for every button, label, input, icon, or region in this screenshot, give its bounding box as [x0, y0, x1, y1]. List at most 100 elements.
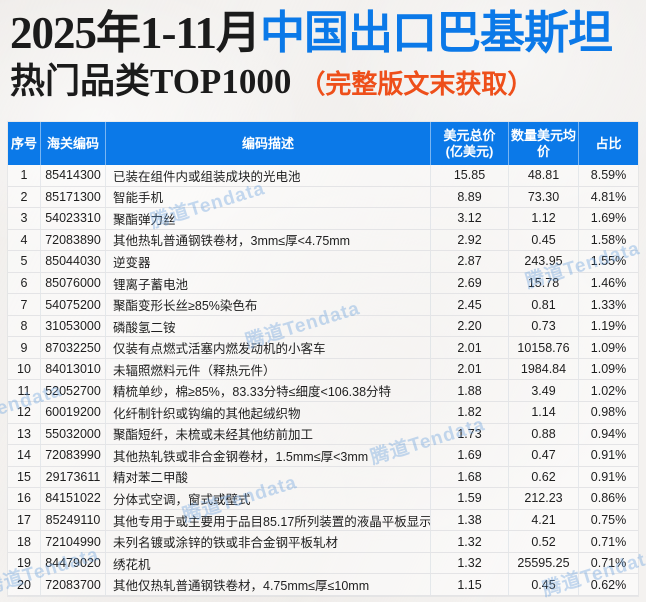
cell-hs-code: 72104990: [40, 531, 105, 552]
table-header-row: 序号 海关编码 编码描述 美元总价 (亿美元) 数量美元均价 占比: [8, 122, 638, 165]
cell-share: 1.46%: [578, 272, 638, 294]
header-share-label: 占比: [595, 135, 622, 151]
header-total-usd: 美元总价 (亿美元): [430, 122, 508, 165]
cell-total-usd: 1.38: [430, 509, 508, 531]
cell-avg-price: 1984.84: [508, 358, 578, 380]
cell-hs-code: 85414300: [40, 165, 105, 186]
table-row: 1 85414300 已装在组件内或组装成块的光电池 15.85 48.81 8.59%: [8, 165, 638, 187]
table-row: 13 55032000 聚酯短纤，未梳或未经其他纺前加工 1.73 0.88 0.94%: [8, 423, 638, 446]
cell-index: 1: [20, 168, 28, 183]
header-description-label: 编码描述: [241, 135, 294, 151]
cell-avg-price: 15.78: [508, 272, 578, 294]
cell-description: 其他仅热轧普通钢铁卷材，4.75mm≤厚≤10mm: [105, 574, 430, 595]
title-line1-blue: 中国出口巴基斯坦: [260, 8, 613, 58]
cell-description: 未列名镀或涂锌的铁或非合金钢平板轧材: [105, 531, 430, 552]
cell-hs-code: 29173611: [40, 466, 105, 488]
cell-total-usd: 1.82: [430, 402, 508, 423]
cell-total-usd: 1.73: [430, 423, 508, 445]
cell-hs-code: 60019200: [40, 402, 105, 423]
table-row: 3 54023310 聚酯弹力丝 3.12 1.12 1.69%: [8, 208, 638, 230]
cell-total-usd: 15.85: [430, 165, 508, 186]
cell-description: 锂离子蓄电池: [105, 272, 430, 294]
cell-description: 化纤制针织或钩编的其他起绒织物: [105, 402, 430, 423]
cell-total-usd: 1.15: [430, 574, 508, 595]
table-row: 5 85044030 逆变器 2.87 243.95 1.55%: [8, 251, 638, 273]
table-row: 10 84013010 未辐照燃料元件（释热元件） 2.01 1984.84 1.09%: [8, 358, 638, 381]
cell-share: 0.62%: [578, 574, 638, 595]
cell-description: 聚酯弹力丝: [105, 208, 430, 229]
cell-description: 未辐照燃料元件（释热元件）: [105, 358, 430, 380]
cell-hs-code: 54075200: [40, 294, 105, 315]
cell-index: 9: [20, 340, 28, 355]
cell-avg-price: 4.21: [508, 509, 578, 531]
cell-total-usd: 1.32: [430, 552, 508, 574]
cell-share: 0.98%: [578, 402, 638, 423]
cell-index: 18: [17, 534, 31, 549]
cell-share: 0.71%: [578, 531, 638, 552]
cell-share: 1.09%: [578, 358, 638, 380]
table-row: 12 60019200 化纤制针织或钩编的其他起绒织物 1.82 1.14 0.98%: [8, 402, 638, 424]
cell-description: 智能手机: [105, 186, 430, 208]
cell-avg-price: 0.47: [508, 445, 578, 466]
cell-description: 绣花机: [105, 552, 430, 574]
cell-hs-code: 31053000: [40, 315, 105, 337]
cell-share: 4.81%: [578, 186, 638, 208]
cell-description: 精对苯二甲酸: [105, 466, 430, 488]
table-row: 19 84479020 绣花机 1.32 25595.25 0.71%: [8, 552, 638, 575]
cell-index: 16: [17, 491, 31, 506]
cell-share: 0.94%: [578, 423, 638, 445]
cell-avg-price: 0.73: [508, 315, 578, 337]
cell-total-usd: 2.01: [430, 337, 508, 358]
cell-index: 17: [17, 513, 31, 528]
cell-avg-price: 1.14: [508, 402, 578, 423]
cell-avg-price: 0.52: [508, 531, 578, 552]
cell-description: 其他热轧普通钢铁卷材，3mm≤厚<4.75mm: [105, 229, 430, 251]
cell-share: 1.33%: [578, 294, 638, 315]
header-index: 序号: [8, 122, 40, 165]
cell-index: 3: [20, 211, 28, 226]
header-total-usd-line2: (亿美元): [445, 143, 494, 159]
title-line1-black: 2025年1-11月: [10, 8, 261, 58]
cell-index: 11: [17, 383, 31, 398]
header-avg-price: 数量美元均价: [508, 122, 578, 165]
table-row: 4 72083890 其他热轧普通钢铁卷材，3mm≤厚<4.75mm 2.92 0.45…: [8, 229, 638, 252]
cell-share: 1.09%: [578, 337, 638, 358]
table-row: 15 29173611 精对苯二甲酸 1.68 0.62 0.91%: [8, 466, 638, 489]
cell-hs-code: 84479020: [40, 552, 105, 574]
cell-description: 其他热轧铁或非合金钢卷材，1.5mm≤厚<3mm: [105, 445, 430, 466]
cell-description: 其他专用于或主要用于品目85.17所列装置的液晶平板显示模组: [105, 509, 430, 531]
cell-avg-price: 25595.25: [508, 552, 578, 574]
table-row: 9 87032250 仅装有点燃式活塞内燃发动机的小客车 2.01 10158.76 1.…: [8, 337, 638, 359]
cell-avg-price: 48.81: [508, 165, 578, 186]
cell-hs-code: 85171300: [40, 186, 105, 208]
header-description: 编码描述: [105, 122, 430, 165]
cell-index: 19: [17, 556, 31, 571]
cell-avg-price: 0.62: [508, 466, 578, 488]
cell-total-usd: 8.89: [430, 186, 508, 208]
title-line1: 2025年1-11月中国出口巴基斯坦: [10, 6, 613, 60]
cell-index: 5: [20, 254, 28, 269]
cell-share: 0.91%: [578, 466, 638, 488]
cell-avg-price: 243.95: [508, 251, 578, 272]
cell-hs-code: 72083990: [40, 445, 105, 466]
cell-description: 聚酯短纤，未梳或未经其他纺前加工: [105, 423, 430, 445]
cell-share: 0.75%: [578, 509, 638, 531]
table-row: 11 52052700 精梳单纱，棉≥85%，83.33分特≤细度<106.38分特…: [8, 380, 638, 403]
cell-hs-code: 85076000: [40, 272, 105, 294]
cell-index: 8: [20, 319, 28, 334]
cell-index: 7: [20, 297, 28, 312]
cell-description: 仅装有点燃式活塞内燃发动机的小客车: [105, 337, 430, 358]
cell-share: 8.59%: [578, 165, 638, 186]
cell-hs-code: 85044030: [40, 251, 105, 272]
cell-description: 聚酯变形长丝≥85%染色布: [105, 294, 430, 315]
cell-share: 1.19%: [578, 315, 638, 337]
cell-avg-price: 3.49: [508, 380, 578, 402]
header-avg-price-label: 数量美元均价: [510, 127, 576, 159]
cell-description: 精梳单纱，棉≥85%，83.33分特≤细度<106.38分特: [105, 380, 430, 402]
title-line2-black: 热门品类TOP1000: [10, 62, 292, 101]
page-title: 2025年1-11月中国出口巴基斯坦 热门品类TOP1000 （完整版文末获取）: [10, 6, 613, 106]
cell-index: 13: [17, 426, 31, 441]
cell-total-usd: 1.88: [430, 380, 508, 402]
cell-hs-code: 84151022: [40, 488, 105, 509]
cell-share: 0.71%: [578, 552, 638, 574]
